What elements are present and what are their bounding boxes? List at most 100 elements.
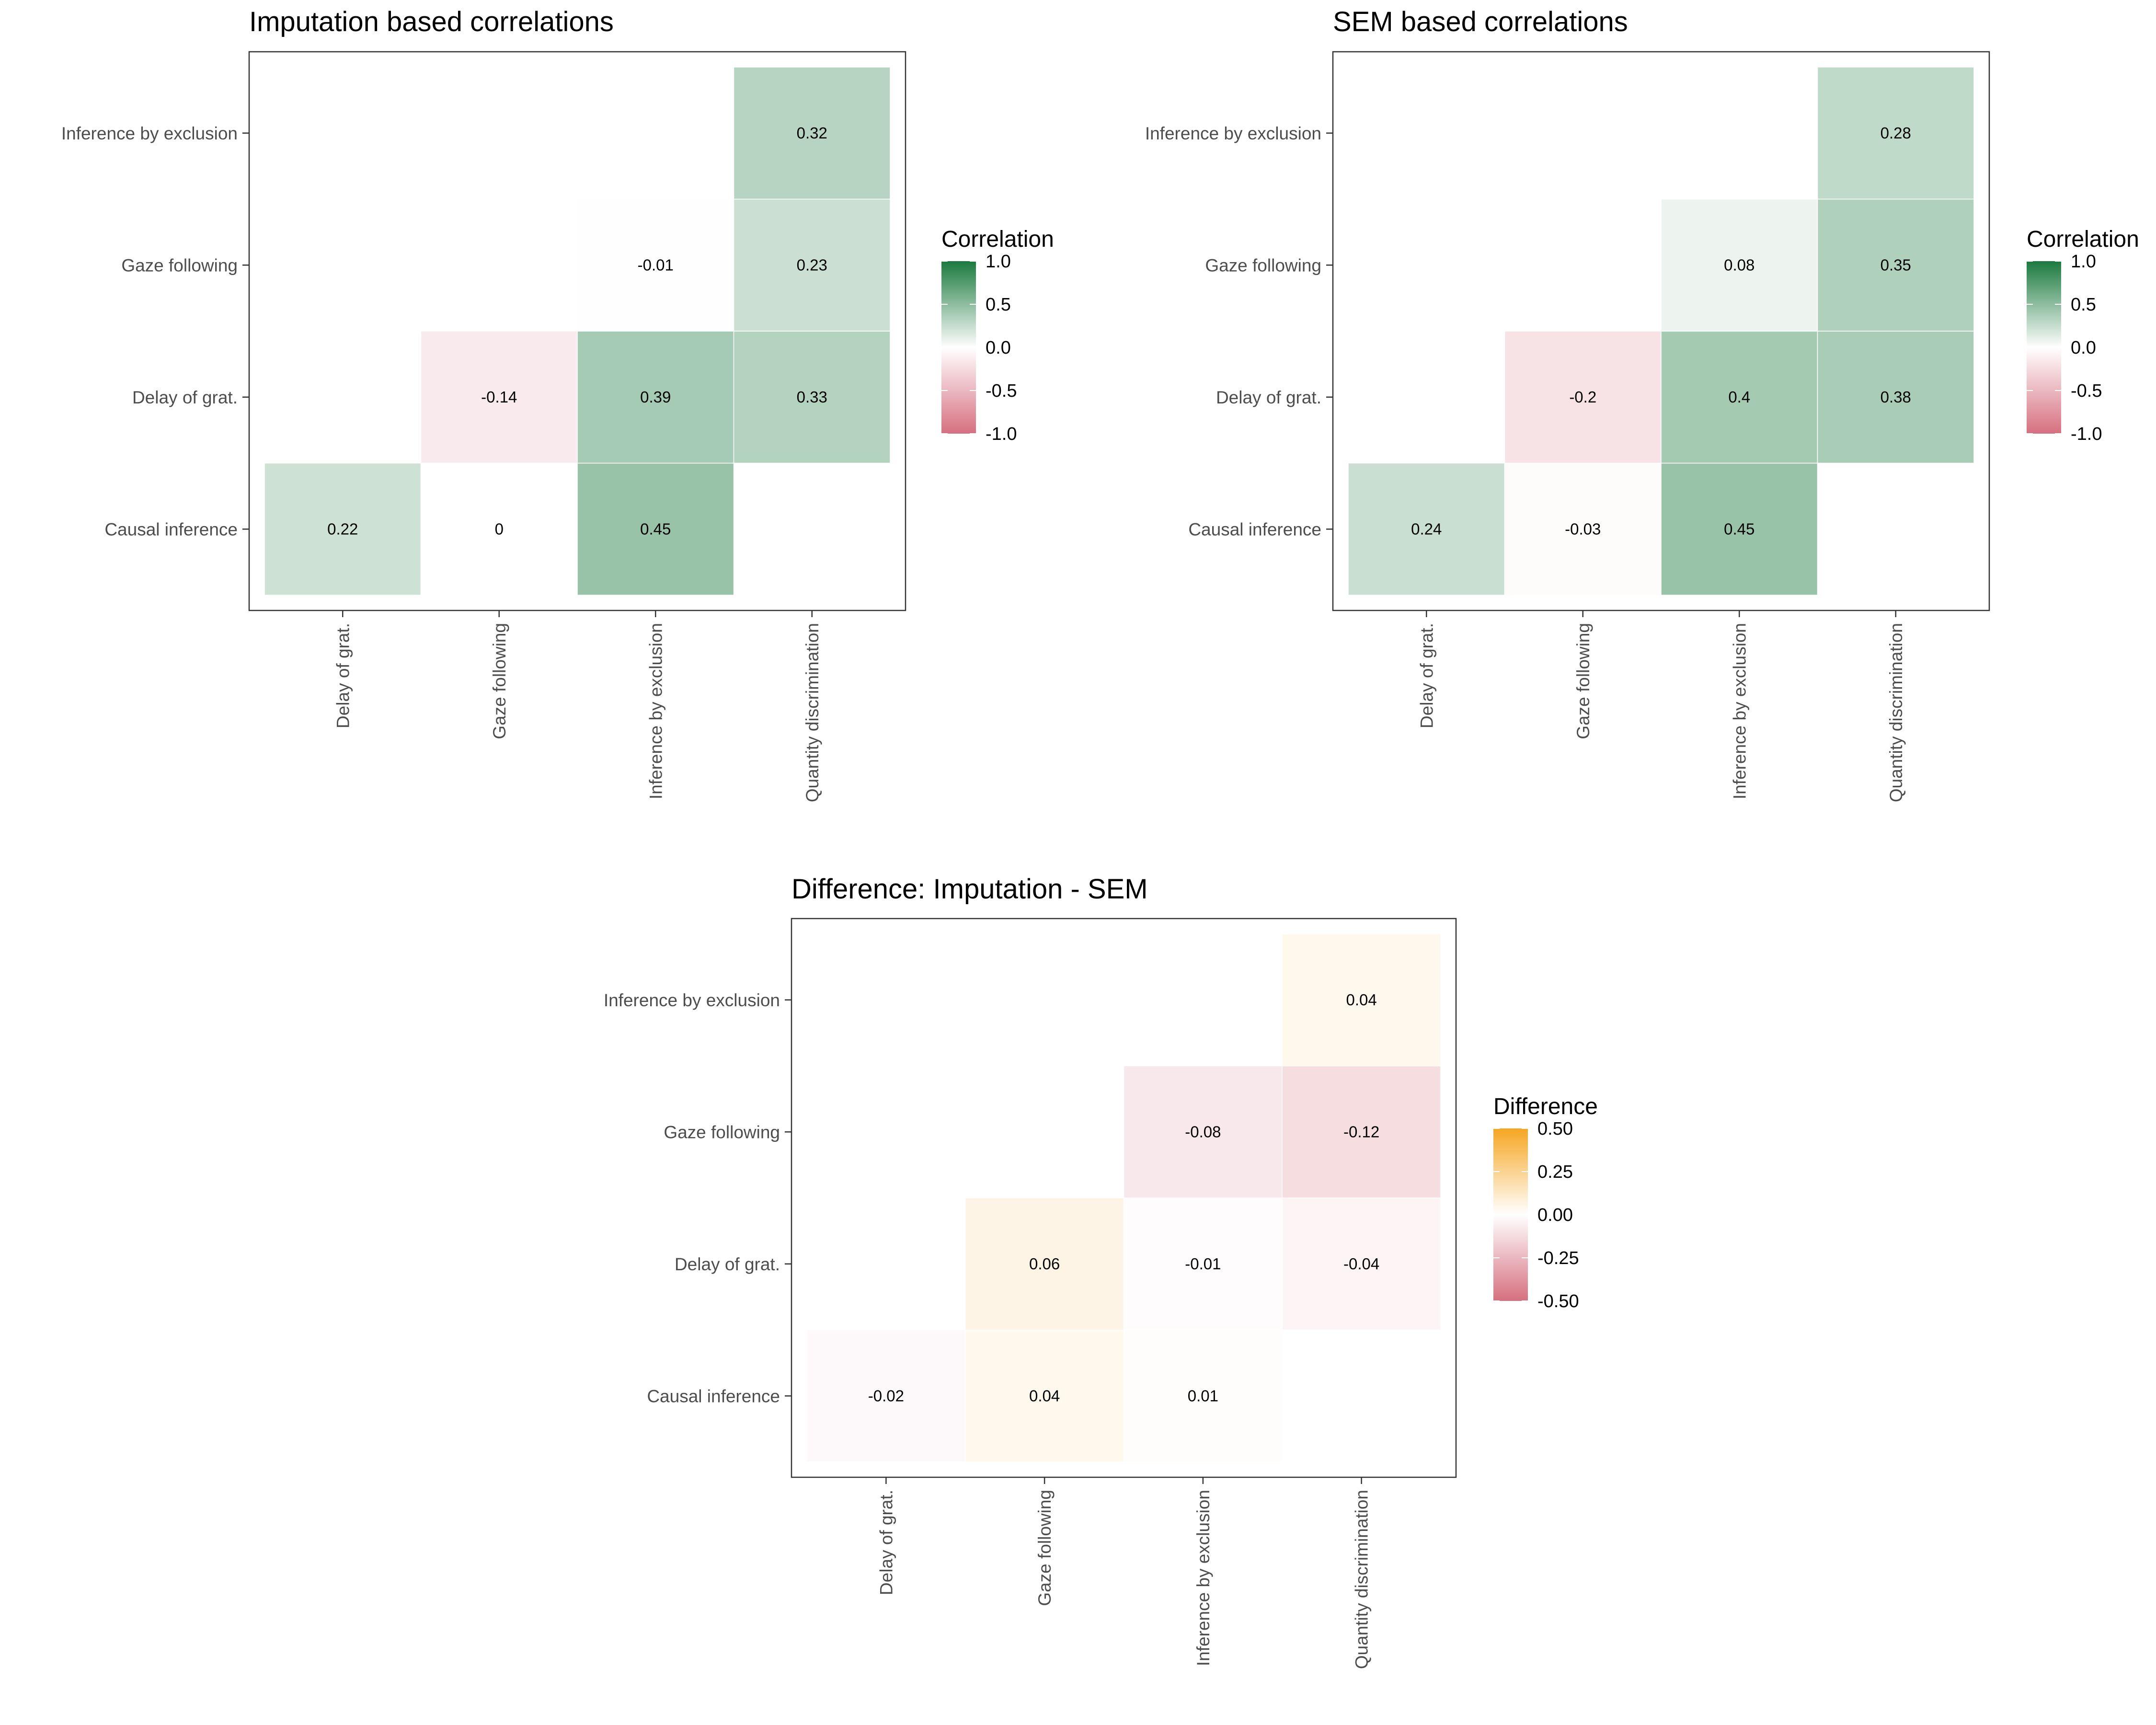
heatmap-cells: -0.02 0.04 0.01 0.06 -0.01 -0.04 -0.08 -0.12 0.0… <box>806 933 1441 1462</box>
heatmap-cell <box>806 1329 966 1462</box>
legend-tick-label: 0.25 <box>1537 1162 1573 1182</box>
y-tick-label: Causal inference <box>1188 519 1321 539</box>
heatmap-cell <box>264 462 422 596</box>
legend-tick-label: 0.0 <box>2071 338 2096 358</box>
x-axis: Delay of grat. Gaze following Inference by… <box>1417 610 1906 802</box>
legend-tick-label: 0.50 <box>1537 1119 1573 1139</box>
cell-value-label: 0.04 <box>1346 991 1377 1009</box>
legend-tick-label: 0.0 <box>986 338 1011 358</box>
panel-difference: Difference: Imputation - SEM -0.02 0.04 0.… <box>604 874 1598 1669</box>
cell-value-label: 0.06 <box>1029 1255 1060 1273</box>
y-tick-label: Causal inference <box>104 519 238 539</box>
heatmap-cell <box>1661 462 1818 596</box>
cell-value-label: 0.01 <box>1188 1387 1218 1404</box>
heatmap-cell <box>1282 1065 1441 1198</box>
heatmap-cell <box>1282 1197 1441 1331</box>
panel-imputation-correlations: Imputation based correlations 0.22 0 0.45 -… <box>61 6 1054 802</box>
legend: Correlation 1.0 0.5 0.0 -0.5 -1.0 <box>2027 227 2139 444</box>
cell-value-label: 0.33 <box>797 388 827 406</box>
heatmap-cell <box>1817 67 1974 200</box>
panel-title: Imputation based correlations <box>249 6 614 37</box>
cell-value-label: -0.01 <box>638 256 674 274</box>
legend-tick-label: -0.50 <box>1537 1291 1579 1311</box>
cell-value-label: -0.12 <box>1343 1123 1379 1140</box>
x-tick-label: Quantity discrimination <box>803 623 822 802</box>
legend: Difference 0.50 0.25 0.00 -0.25 -0.50 <box>1493 1094 1598 1311</box>
legend: Correlation 1.0 0.5 0.0 -0.5 -1.0 <box>941 227 1054 444</box>
heatmap-cell <box>733 67 891 200</box>
legend-ticks: 0.50 0.25 0.00 -0.25 -0.50 <box>1493 1119 1579 1311</box>
x-tick-label: Inference by exclusion <box>646 623 665 799</box>
heatmap-cell <box>965 1329 1124 1462</box>
x-axis: Delay of grat. Gaze following Inference by… <box>333 610 822 802</box>
heatmap-cell <box>733 198 891 332</box>
x-tick-label: Delay of grat. <box>333 623 353 728</box>
heatmap-cell <box>1661 198 1818 332</box>
cell-value-label: 0.08 <box>1724 256 1755 274</box>
legend-tick-label: -1.0 <box>2071 424 2102 444</box>
cell-value-label: 0.23 <box>797 256 827 274</box>
y-tick-label: Gaze following <box>664 1122 780 1142</box>
heatmap-cells: 0.22 0 0.45 -0.14 0.39 0.33 -0.01 0.23 0.32 <box>264 67 891 596</box>
cell-value-label: 0.38 <box>1881 388 1911 406</box>
heatmap-cell <box>577 198 734 332</box>
y-tick-label: Inference by exclusion <box>1145 124 1321 143</box>
cell-value-label: -0.2 <box>1569 388 1596 406</box>
cell-value-label: 0 <box>495 520 504 538</box>
y-tick-label: Delay of grat. <box>675 1254 780 1274</box>
cell-value-label: 0.4 <box>1728 388 1750 406</box>
x-tick-label: Inference by exclusion <box>1193 1490 1213 1666</box>
legend-title: Difference <box>1493 1094 1598 1119</box>
y-axis: Causal inference Delay of grat. Gaze follo… <box>61 124 249 539</box>
x-tick-label: Gaze following <box>1573 623 1593 739</box>
cell-value-label: -0.04 <box>1343 1255 1379 1273</box>
heatmap-cell <box>420 331 578 464</box>
legend-tick-label: -0.5 <box>986 381 1017 401</box>
heatmap-cell <box>1504 462 1662 596</box>
cell-value-label: 0.22 <box>327 520 358 538</box>
cell-value-label: 0.45 <box>1724 520 1755 538</box>
legend-ticks: 1.0 0.5 0.0 -0.5 -1.0 <box>941 252 1017 444</box>
cell-value-label: -0.03 <box>1565 520 1601 538</box>
x-tick-label: Inference by exclusion <box>1730 623 1749 799</box>
panel-title: Difference: Imputation - SEM <box>791 874 1148 905</box>
legend-tick-label: 0.00 <box>1537 1205 1573 1225</box>
x-tick-label: Delay of grat. <box>1417 623 1436 728</box>
cell-value-label: 0.35 <box>1881 256 1911 274</box>
cell-value-label: 0.32 <box>797 124 827 142</box>
legend-tick-label: -1.0 <box>986 424 1017 444</box>
cell-value-label: -0.01 <box>1185 1255 1221 1273</box>
cell-value-label: 0.45 <box>640 520 671 538</box>
y-tick-label: Causal inference <box>647 1386 780 1406</box>
cell-value-label: -0.02 <box>868 1387 904 1404</box>
legend-tick-label: -0.5 <box>2071 381 2102 401</box>
y-tick-label: Delay of grat. <box>1216 388 1321 407</box>
legend-tick-label: 0.5 <box>2071 295 2096 315</box>
legend-tick-label: -0.25 <box>1537 1248 1579 1268</box>
panel-border <box>248 51 906 611</box>
heatmap-cell <box>1282 933 1441 1067</box>
heatmap-cell <box>1504 331 1662 464</box>
heatmap-cell <box>1817 198 1974 332</box>
y-tick-label: Delay of grat. <box>132 388 238 407</box>
y-axis: Causal inference Delay of grat. Gaze follo… <box>1145 124 1333 539</box>
legend-tick-label: 0.5 <box>986 295 1011 315</box>
heatmap-cell <box>1123 1065 1283 1198</box>
cell-value-label: 0.28 <box>1881 124 1911 142</box>
legend-ticks: 1.0 0.5 0.0 -0.5 -1.0 <box>2027 252 2102 444</box>
panel-border <box>1332 51 1990 611</box>
y-tick-label: Inference by exclusion <box>604 990 780 1010</box>
heatmap-cell <box>1123 1329 1283 1462</box>
cell-value-label: -0.08 <box>1185 1123 1221 1140</box>
x-tick-label: Quantity discrimination <box>1886 623 1906 802</box>
heatmap-cell <box>577 462 734 596</box>
x-tick-label: Gaze following <box>1035 1490 1055 1606</box>
x-axis: Delay of grat. Gaze following Inference by… <box>876 1477 1372 1669</box>
y-tick-label: Inference by exclusion <box>61 124 238 143</box>
legend-tick-label: 1.0 <box>2071 252 2096 272</box>
heatmap-cell <box>965 1197 1124 1331</box>
y-tick-label: Gaze following <box>121 255 238 275</box>
legend-title: Correlation <box>2027 227 2139 252</box>
heatmap-cell <box>733 331 891 464</box>
